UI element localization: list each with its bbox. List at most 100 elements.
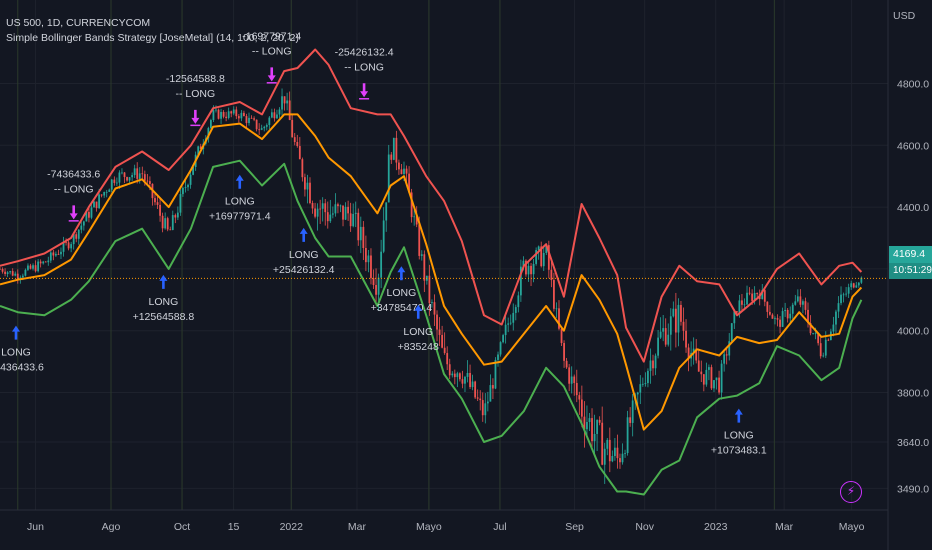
candle-body	[786, 309, 789, 319]
candle-body	[273, 112, 276, 119]
candle-body	[375, 285, 377, 295]
lightning-bolt-icon[interactable]: ⚡	[840, 481, 862, 503]
candle-body	[405, 168, 408, 174]
candle-body	[728, 341, 731, 356]
candle-body	[852, 283, 855, 288]
trade-label: -- LONG	[344, 61, 384, 73]
y-tick-label: 3800.0	[897, 388, 929, 400]
candle-body	[654, 355, 657, 369]
candle-body	[525, 260, 527, 275]
candle-body	[222, 111, 225, 117]
candle-body	[545, 245, 548, 253]
candle-body	[827, 339, 830, 341]
candle-body	[354, 212, 357, 214]
candle-body	[367, 255, 370, 263]
candle-body	[649, 360, 652, 371]
strategy-title[interactable]: Simple Bollinger Bands Strategy [JoseMet…	[6, 32, 299, 44]
candle-body	[347, 206, 350, 214]
candle-body	[93, 201, 95, 208]
candle-body	[240, 112, 243, 119]
arrow-up-icon	[235, 174, 244, 189]
candle-body	[98, 194, 100, 209]
candle-body	[840, 294, 842, 304]
candle-body	[807, 309, 809, 324]
candle-body	[296, 142, 299, 147]
candle-body	[680, 304, 682, 322]
long-entry-marker: LONG +12564588.8	[133, 274, 194, 323]
candle-body	[789, 313, 792, 319]
candle-body	[250, 117, 253, 119]
y-tick-label: 4800.0	[897, 78, 929, 90]
candle-body	[641, 383, 644, 385]
candle-body	[278, 109, 281, 115]
candle-body	[677, 304, 680, 333]
candle-body	[547, 245, 550, 270]
candle-body	[741, 300, 743, 305]
candle-body	[217, 109, 220, 119]
candle-body	[860, 277, 863, 283]
candle-body	[753, 293, 756, 301]
candle-body	[159, 204, 161, 216]
candle-body	[814, 332, 817, 334]
arrow-up-icon	[397, 266, 406, 281]
candle-body	[209, 120, 212, 129]
candle-body	[471, 381, 474, 388]
candle-body	[387, 154, 390, 203]
candle-body	[136, 168, 139, 179]
candle-body	[532, 263, 535, 275]
trade-label: -- LONG	[252, 45, 292, 57]
long-exit-marker: -16977971.4 -- LONG	[242, 30, 301, 84]
candle-body	[743, 304, 746, 306]
arrow-up-icon	[299, 227, 308, 242]
candle-body	[560, 328, 563, 344]
candle-body	[304, 177, 306, 190]
candle-body	[850, 283, 853, 288]
trade-label: LONG	[1, 347, 31, 359]
candle-body	[197, 146, 200, 155]
candle-body	[695, 348, 698, 361]
candle-body	[80, 225, 83, 230]
candle-body	[565, 360, 568, 368]
candle-body	[817, 332, 820, 344]
candle-body	[392, 137, 395, 160]
candle-body	[436, 314, 438, 330]
candle-body	[344, 206, 347, 220]
candle-body	[103, 192, 106, 196]
arrow-up-icon	[159, 274, 168, 289]
symbol-title[interactable]: US 500, 1D, CURRENCYCOM	[6, 17, 151, 29]
candle-body	[672, 308, 675, 317]
arrow-down-icon	[191, 109, 200, 124]
bar-countdown: 10:51:29	[889, 263, 932, 279]
candle-body	[133, 168, 136, 176]
candle-body	[591, 418, 593, 442]
trade-label: -- LONG	[54, 183, 94, 195]
candle-body	[433, 302, 436, 315]
candle-body	[334, 204, 337, 214]
candle-body	[832, 324, 835, 332]
long-exit-marker: -7436433.6 -- LONG	[47, 168, 100, 222]
candle-body	[674, 308, 677, 333]
candle-body	[682, 321, 685, 331]
candle-body	[16, 273, 19, 280]
candle-body	[115, 182, 118, 184]
candle-body	[489, 385, 492, 402]
candle-body	[298, 146, 301, 160]
x-tick-label: Mayo	[839, 521, 865, 533]
candle-body	[735, 311, 738, 313]
candle-body	[768, 311, 771, 315]
arrow-up-icon	[734, 408, 743, 423]
candle-body	[771, 314, 774, 319]
candle-body	[804, 301, 807, 310]
candle-body	[835, 311, 837, 325]
candle-body	[669, 316, 672, 335]
candle-body	[70, 244, 73, 249]
candle-body	[855, 285, 858, 288]
candle-body	[738, 300, 741, 313]
y-tick-label: 3490.0	[897, 483, 929, 495]
candle-body	[710, 367, 713, 389]
candle-body	[6, 272, 9, 274]
candle-body	[692, 348, 695, 353]
candle-body	[380, 251, 383, 278]
